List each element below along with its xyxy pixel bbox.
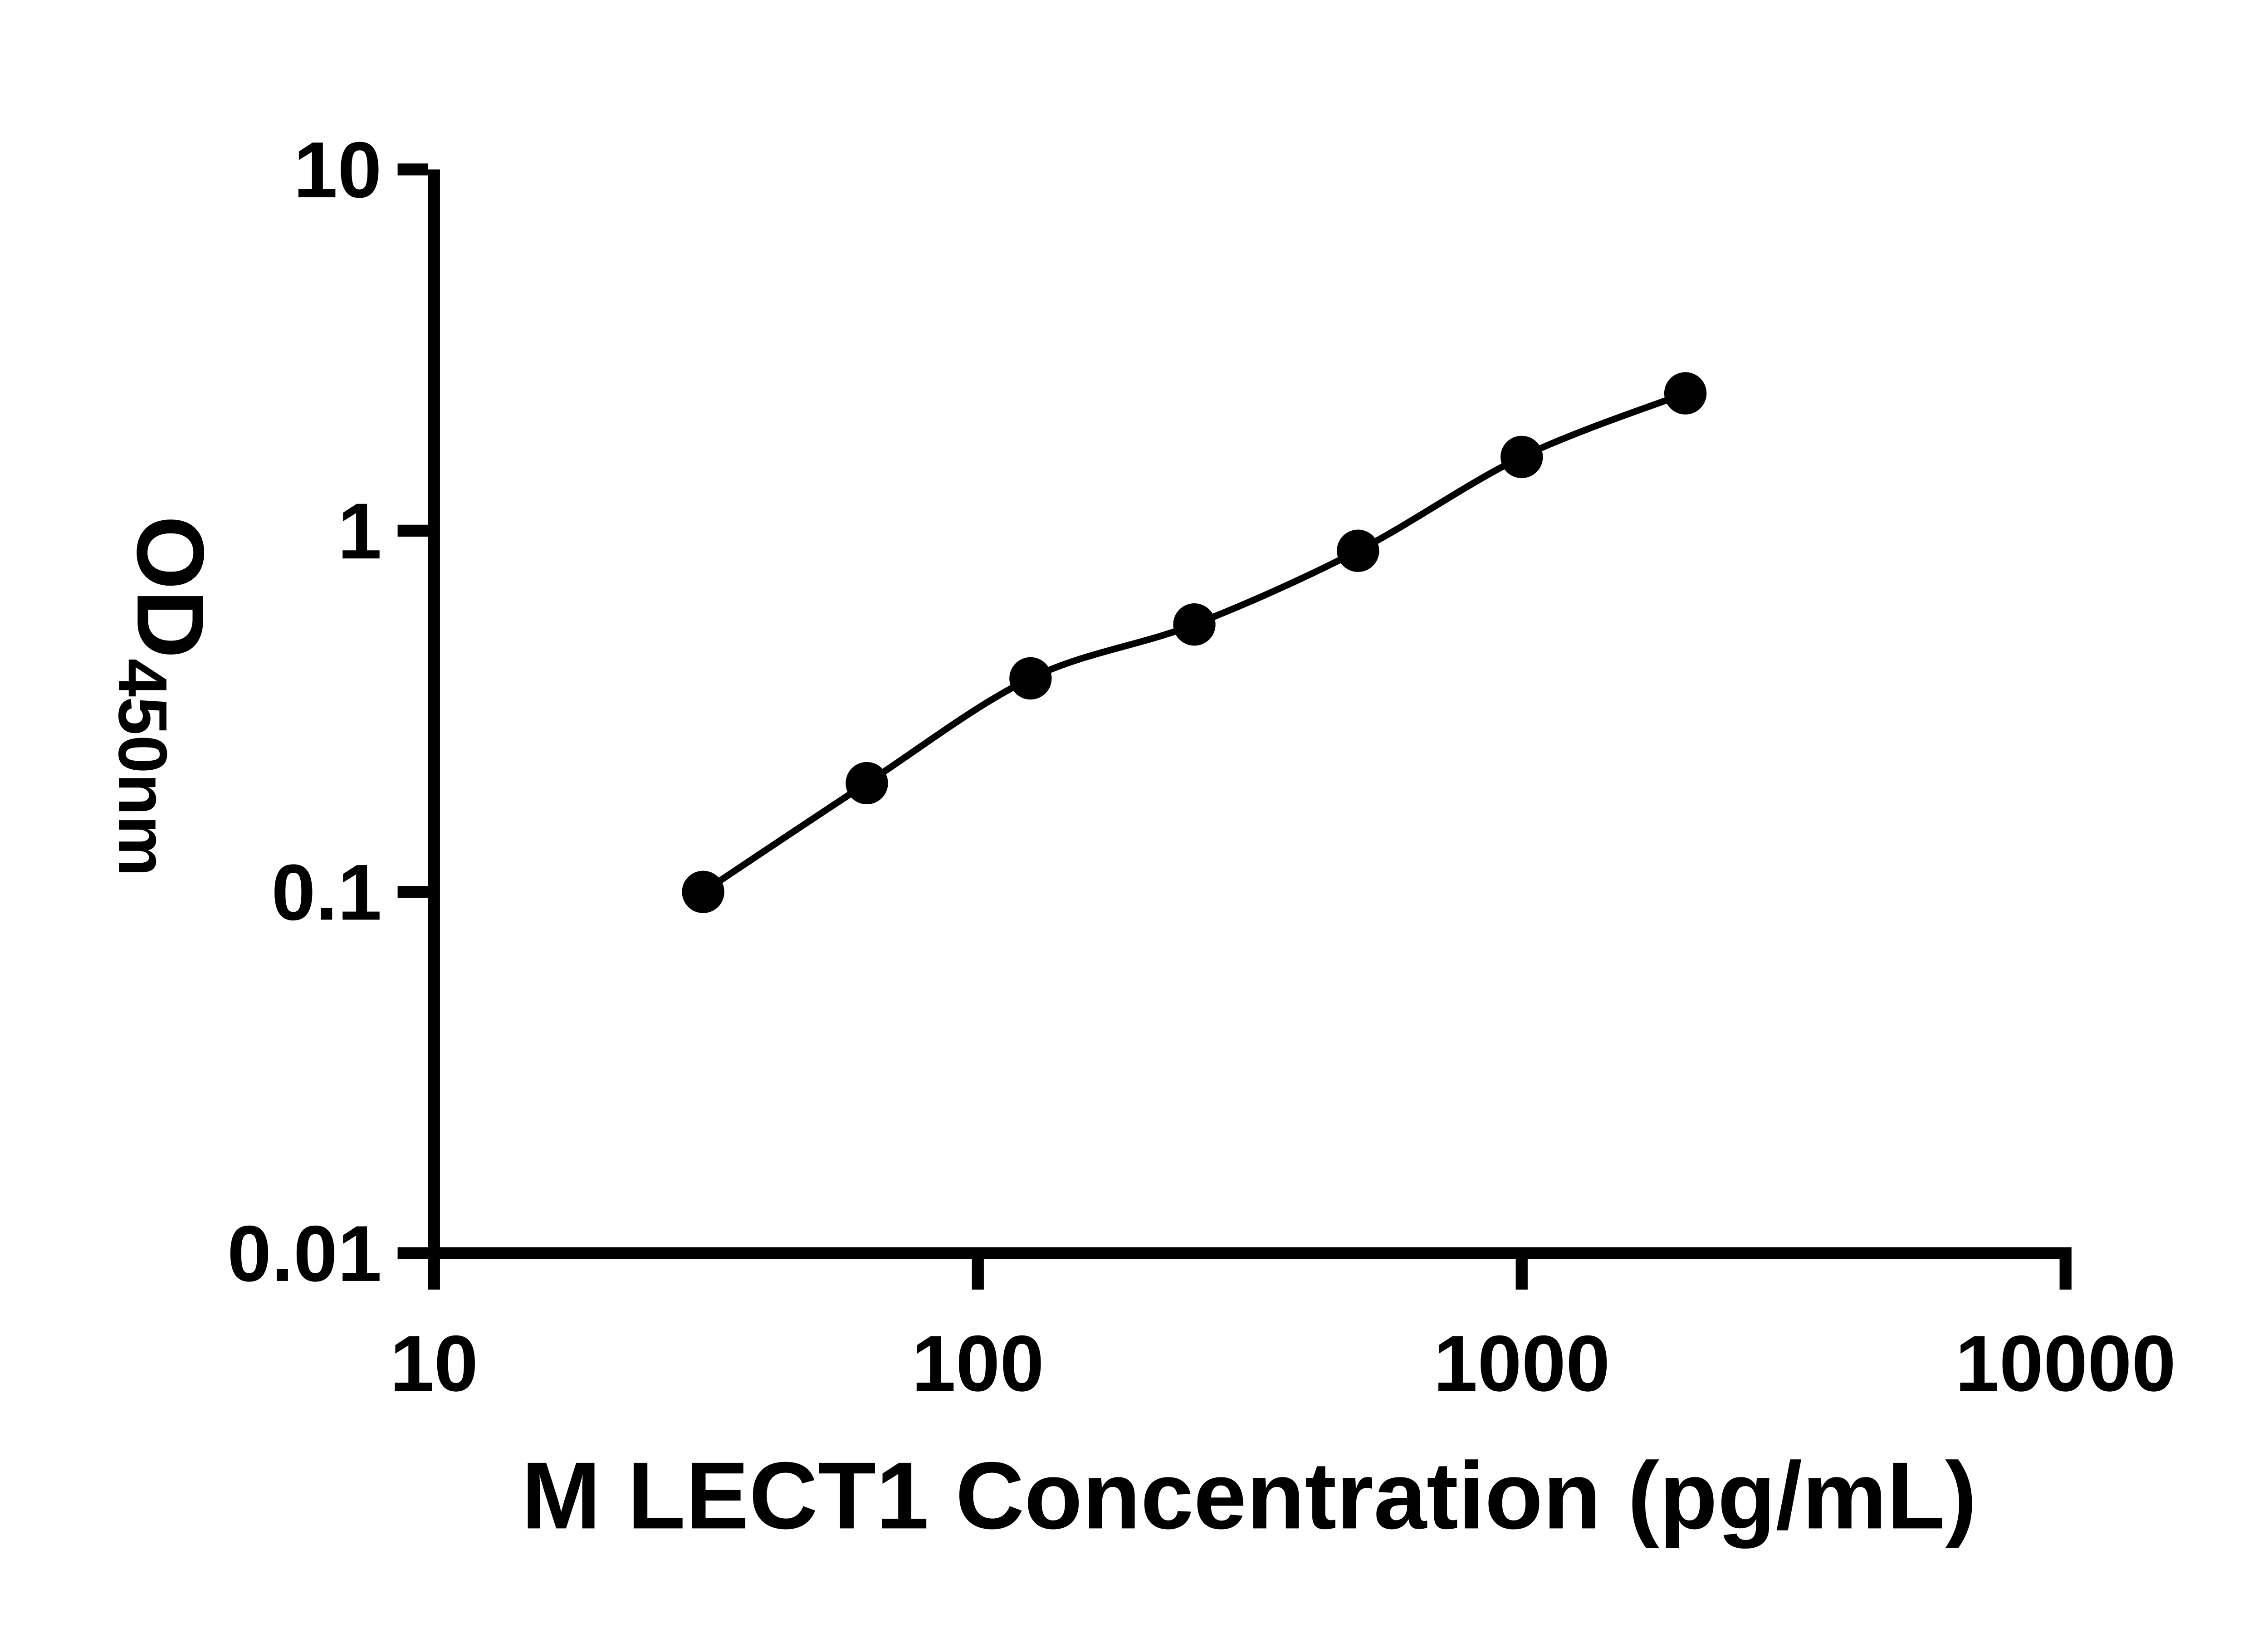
axis-ticks (397, 163, 2072, 1290)
y-axis-title-base: OD (117, 516, 224, 659)
data-points (682, 372, 1707, 913)
y-tick-label: 10 (293, 126, 382, 215)
x-tick-label: 10 (390, 1320, 478, 1408)
data-point-marker (1501, 435, 1543, 479)
data-point-marker (1173, 603, 1216, 646)
x-axis-title: M LECT1 Concentration (pg/mL) (522, 1442, 1977, 1549)
x-tick-label: 100 (912, 1320, 1044, 1408)
x-tick-label: 1000 (1433, 1320, 1610, 1408)
data-point-marker (1664, 372, 1707, 415)
y-tick-label: 0.1 (271, 849, 381, 937)
y-axis-title: OD450nm (104, 516, 224, 877)
axes (428, 169, 2072, 1259)
x-tick-label: 10000 (1955, 1320, 2176, 1408)
data-point-marker (1337, 529, 1379, 572)
data-point-marker (1009, 657, 1052, 700)
y-tick-label: 0.01 (227, 1210, 382, 1298)
axis-tick-labels: 10 100 1000 10000 10 1 0.1 0.01 (227, 126, 2176, 1408)
data-point-marker (846, 762, 888, 805)
data-point-marker (682, 870, 724, 913)
y-tick-label: 1 (337, 487, 381, 576)
y-axis-title-subscript: 450nm (104, 659, 181, 877)
